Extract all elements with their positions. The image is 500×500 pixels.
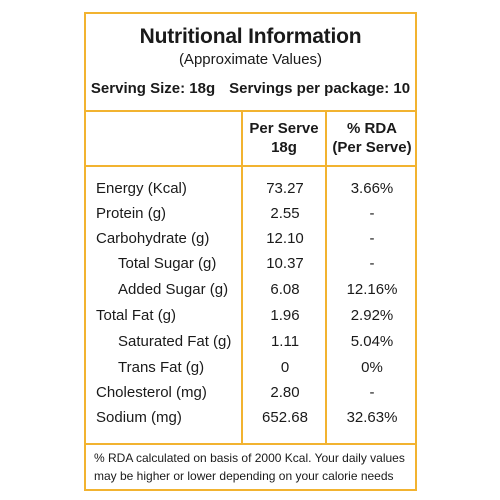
rda-value: 2.92%	[350, 307, 394, 324]
nutrient-label: Carbohydrate (g)	[96, 230, 210, 247]
panel-title: Nutritional Information	[139, 25, 362, 48]
nutrient-label: Sodium (mg)	[96, 409, 182, 426]
table-row: Carbohydrate (g) 12.10 -	[86, 227, 415, 252]
nutrient-label: Added Sugar (g)	[118, 281, 229, 298]
rda-value: -	[369, 255, 375, 272]
column-divider-2	[325, 110, 327, 444]
servings-per-package: Servings per package: 10	[229, 80, 411, 97]
rda-value: -	[369, 384, 375, 401]
rda-value: 5.04%	[350, 333, 394, 350]
per-serve-value: 73.27	[266, 180, 304, 197]
footer-divider	[86, 443, 415, 445]
column-header-divider	[86, 165, 415, 167]
nutrient-label: Saturated Fat (g)	[118, 333, 232, 350]
rda-value: -	[369, 205, 375, 222]
table-row: Cholesterol (mg) 2.80 -	[86, 381, 415, 406]
table-row: Saturated Fat (g) 1.11 5.04%	[86, 330, 415, 355]
panel-subtitle: (Approximate Values)	[178, 51, 323, 68]
per-serve-value: 1.11	[270, 333, 300, 350]
table-row: Protein (g) 2.55 -	[86, 202, 415, 227]
serving-info: Serving Size: 18g Servings per package: 1…	[86, 80, 415, 97]
nutrient-label: Trans Fat (g)	[118, 359, 205, 376]
rda-value: 0%	[361, 359, 383, 376]
header-divider	[86, 110, 415, 112]
nutrient-label: Total Sugar (g)	[118, 255, 217, 272]
per-serve-value: 2.55	[270, 205, 300, 222]
nutrient-label: Total Fat (g)	[96, 307, 177, 324]
serving-size: Serving Size: 18g	[90, 80, 216, 97]
table-row: Added Sugar (g) 6.08 12.16%	[86, 278, 415, 303]
table-row: Sodium (mg) 652.68 32.63%	[86, 406, 415, 431]
per-serve-value: 652.68	[262, 409, 308, 426]
rda-footnote: % RDA calculated on basis of 2000 Kcal. …	[94, 451, 405, 483]
per-serve-value: 6.08	[270, 281, 300, 298]
rda-value: 12.16%	[346, 281, 398, 298]
nutrient-label: Cholesterol (mg)	[96, 384, 207, 401]
rda-sublabel: (Per Serve)	[332, 139, 412, 156]
nutrient-label: Energy (Kcal)	[96, 180, 187, 197]
column-header-per-serve: Per Serve 18g	[243, 119, 325, 157]
rda-label: % RDA	[346, 120, 397, 137]
per-serve-value: 0	[280, 359, 290, 376]
rda-value: 32.63%	[346, 409, 398, 426]
per-serve-label: Per Serve	[249, 120, 319, 137]
table-row: Trans Fat (g) 0 0%	[86, 356, 415, 381]
rda-value: 3.66%	[350, 180, 394, 197]
column-divider-1	[241, 110, 243, 444]
rda-value: -	[369, 230, 375, 247]
table-row: Total Sugar (g) 10.37 -	[86, 252, 415, 277]
per-serve-value: 2.80	[270, 384, 300, 401]
column-header-rda: % RDA (Per Serve)	[327, 119, 417, 157]
table-row: Total Fat (g) 1.96 2.92%	[86, 304, 415, 329]
nutrition-panel: Nutritional Information (Approximate Val…	[84, 12, 417, 491]
per-serve-weight: 18g	[271, 139, 297, 156]
table-row: Energy (Kcal) 73.27 3.66%	[86, 177, 415, 202]
per-serve-value: 10.37	[266, 255, 304, 272]
per-serve-value: 12.10	[266, 230, 304, 247]
nutrient-label: Protein (g)	[96, 205, 167, 222]
per-serve-value: 1.96	[270, 307, 300, 324]
